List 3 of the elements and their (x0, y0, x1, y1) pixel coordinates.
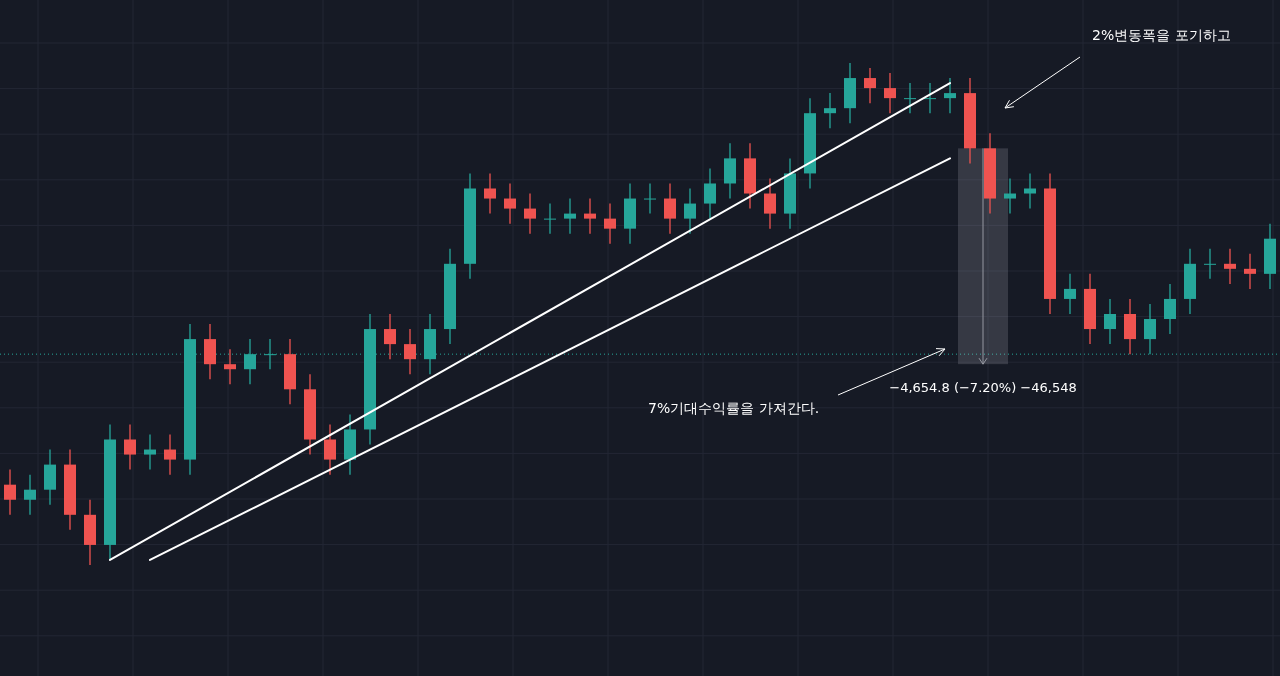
annotation: −4,654.8 (−7.20%) −46,548 (889, 380, 1077, 396)
text: 2%변동폭을 포기하고 (1092, 27, 1231, 43)
annotation: 7%기대수익률을 가져간다. (648, 400, 820, 416)
